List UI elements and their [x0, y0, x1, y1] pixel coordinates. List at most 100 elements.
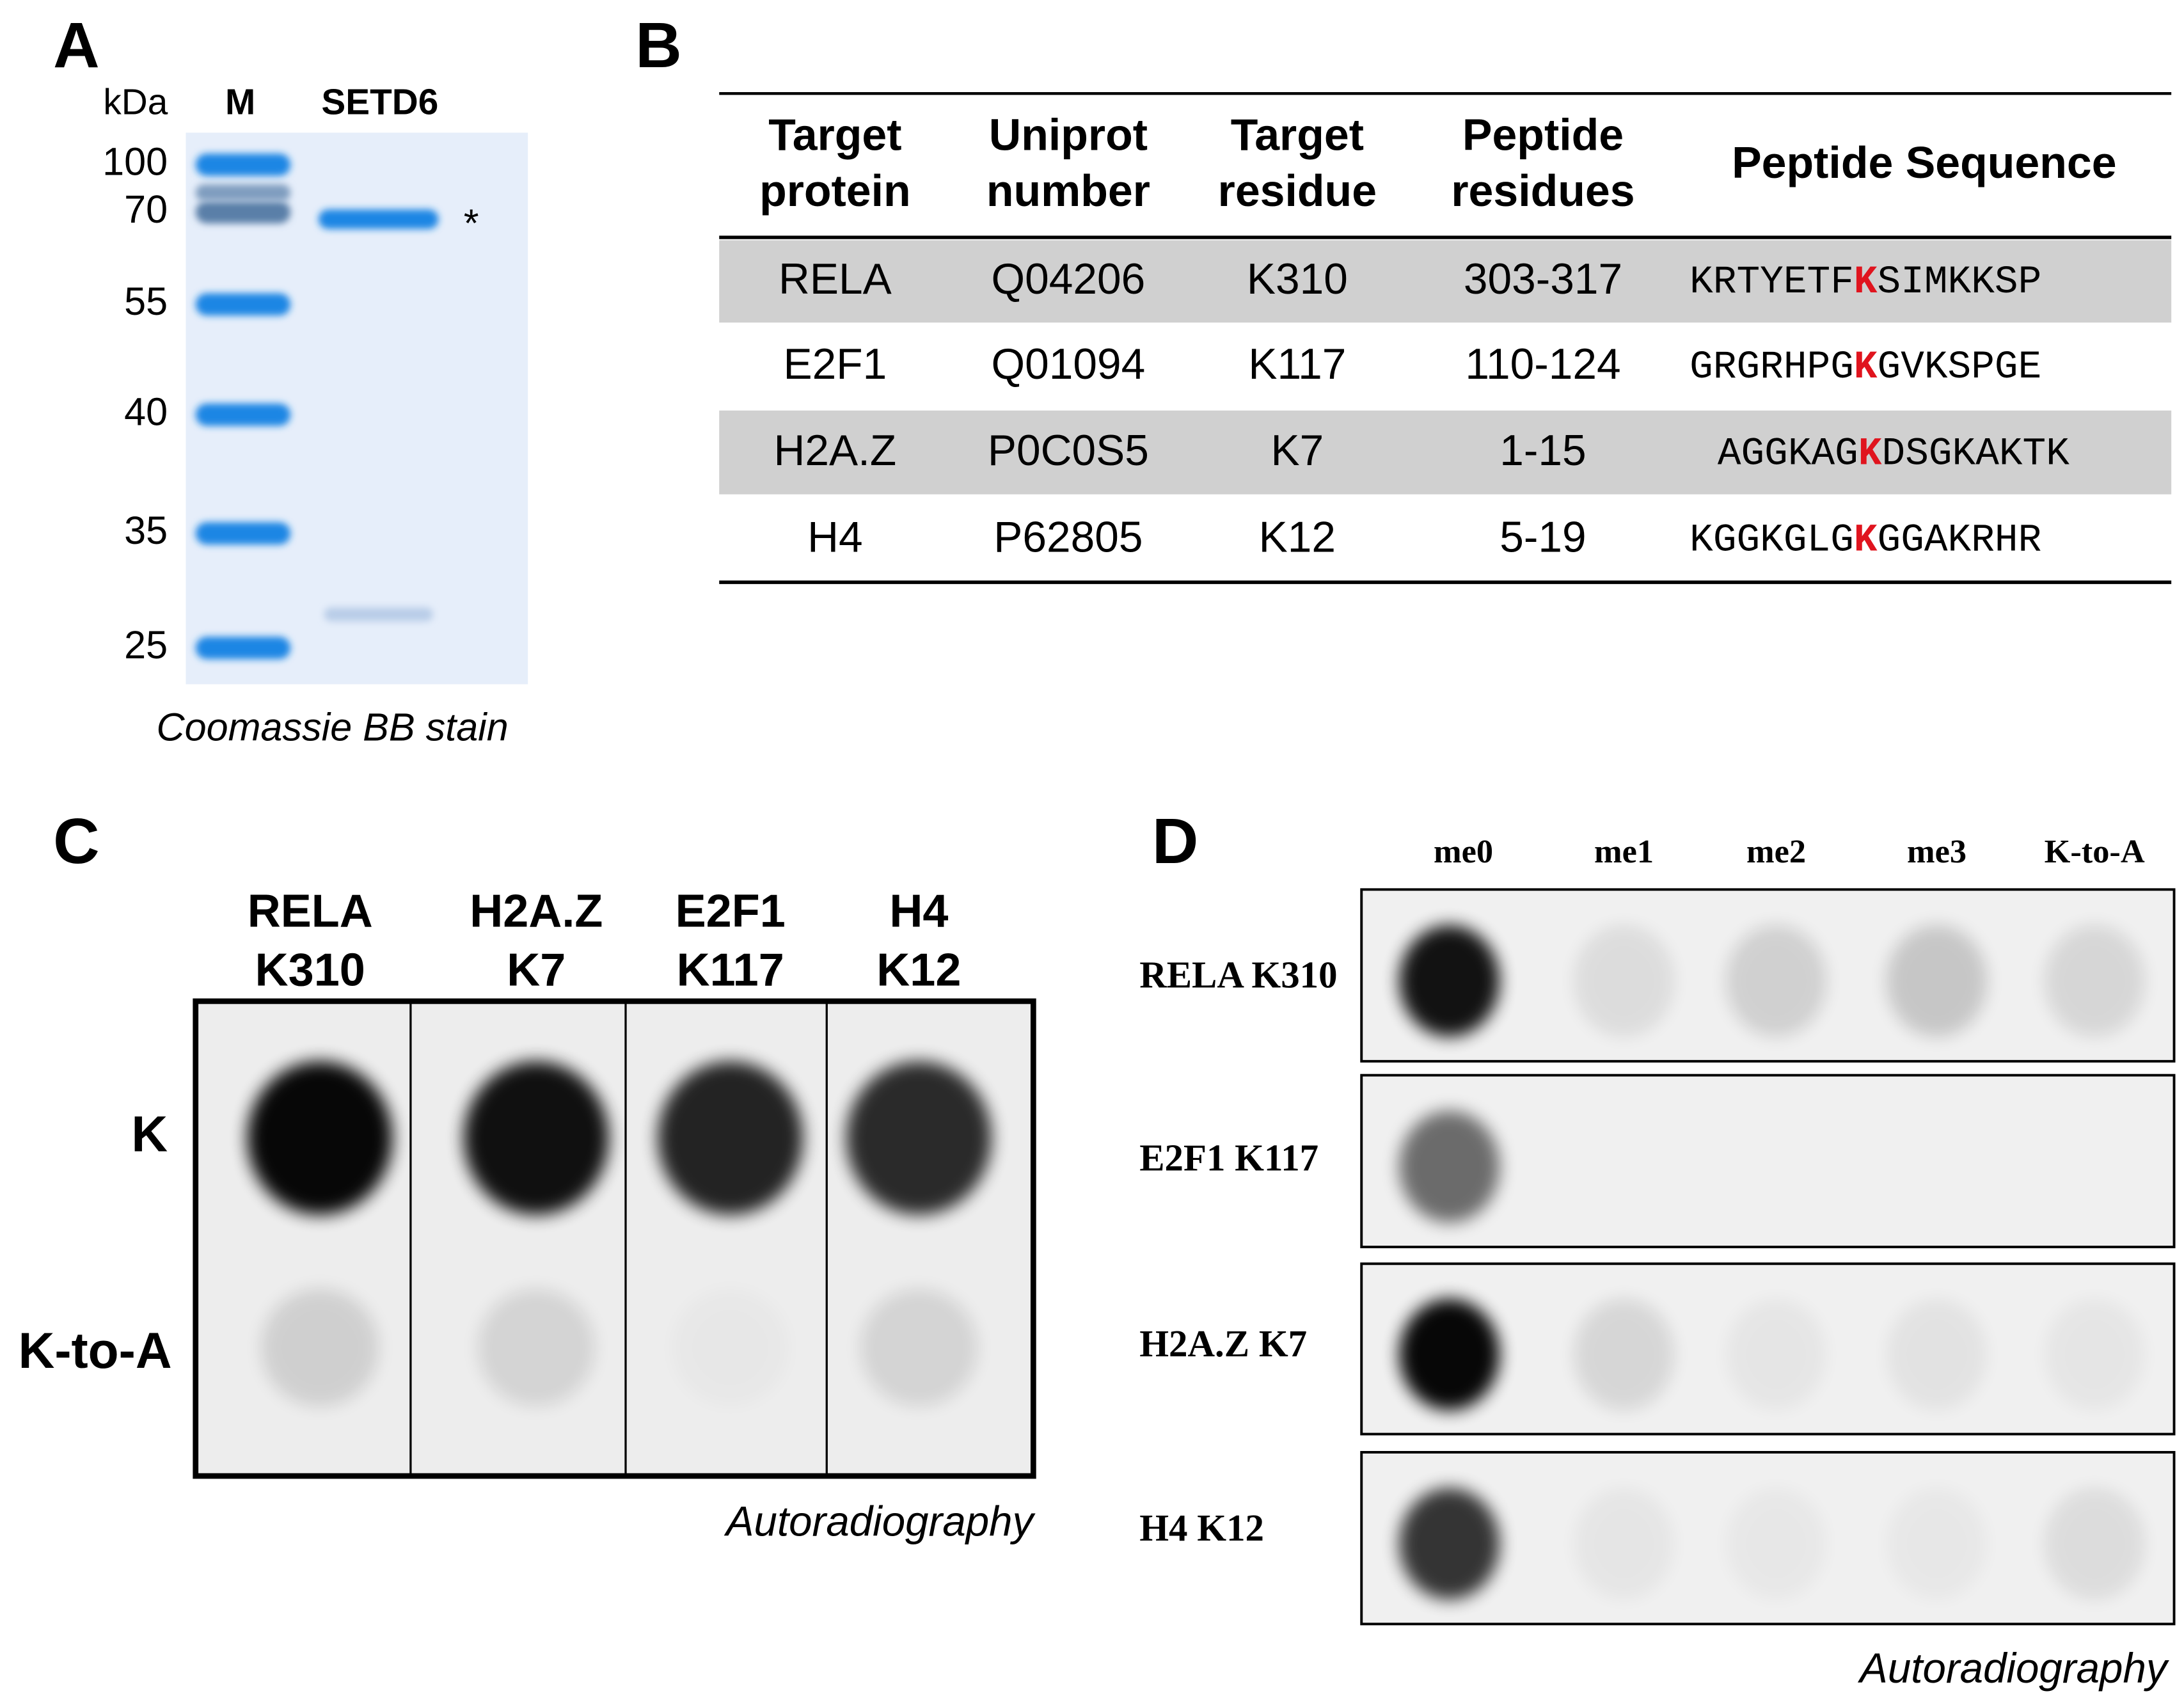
sequence-part: KRTYETF: [1689, 260, 1854, 305]
sequence-part: GVKSPGE: [1878, 345, 2042, 390]
row-label: RELA K310: [1139, 954, 1337, 996]
spot: [2044, 1298, 2145, 1411]
table-cell: 110-124: [1465, 340, 1620, 388]
row-label: H2A.Z K7: [1139, 1322, 1307, 1365]
spot: [1887, 1488, 1987, 1600]
column-header: residue: [1218, 166, 1377, 216]
column-header: me0: [1434, 833, 1493, 870]
spot: [658, 1061, 803, 1215]
table-cell: E2F1: [784, 340, 887, 388]
spot: [1574, 924, 1675, 1037]
column-header: number: [986, 166, 1150, 216]
column-header: K310: [255, 944, 365, 995]
row-label: E2F1 K117: [1139, 1136, 1318, 1178]
row-label: H4 K12: [1139, 1507, 1264, 1549]
marker-band: [195, 403, 291, 426]
sequence-part: GGAKRHR: [1878, 519, 2042, 563]
unit-label: kDa: [103, 83, 168, 123]
table-cell: H4: [807, 514, 863, 562]
column-header: me3: [1907, 833, 1966, 870]
target-lysine: K: [1858, 432, 1882, 476]
column-header: H4: [889, 886, 948, 937]
spot: [1725, 1298, 1827, 1411]
marker-band: [195, 154, 291, 177]
blot-frame: [1360, 1450, 2176, 1626]
column-header: Peptide: [1462, 110, 1624, 160]
column-header: me1: [1594, 833, 1654, 870]
target-lysine: K: [1854, 345, 1878, 390]
table-cell: Q04206: [992, 255, 1146, 303]
faint-band: [324, 607, 433, 622]
spot: [2044, 1487, 2145, 1600]
table-cell: P62805: [993, 514, 1143, 562]
column-header: Target: [768, 110, 901, 160]
table-cell: K117: [1248, 340, 1346, 388]
table-cell: K310: [1247, 255, 1348, 303]
column-header: residues: [1451, 166, 1634, 216]
spot: [1574, 1298, 1675, 1411]
table-cell: 303-317: [1464, 255, 1622, 303]
sequence-part: GRGRHPG: [1689, 345, 1854, 390]
table-cell: P0C0S5: [988, 427, 1149, 475]
marker-label: 100: [102, 140, 168, 184]
spot: [1574, 1487, 1675, 1600]
table-cell: Q01094: [992, 340, 1146, 388]
spot: [1399, 1111, 1500, 1223]
column-header: K-to-A: [2045, 833, 2145, 870]
peptide-sequence: GRGRHPGKGVKSPGE: [1689, 345, 2041, 390]
blot-frame: [1360, 888, 2176, 1063]
marker-band: [195, 201, 291, 224]
column-header: K7: [507, 944, 566, 995]
marker-label: 55: [124, 280, 168, 323]
table-cell: 5-19: [1500, 514, 1586, 562]
column-header: E2F1: [676, 886, 786, 937]
row-shade: [719, 240, 2172, 323]
peptide-sequence: AGGKAGKDSGKAKTK: [1718, 432, 2069, 476]
lane-label: M: [225, 83, 255, 123]
spot: [1399, 1298, 1500, 1411]
spot: [1399, 924, 1500, 1037]
band-marker: *: [464, 202, 479, 245]
spot: [247, 1061, 393, 1215]
table-cell: K12: [1259, 514, 1336, 562]
caption: Autoradiography: [1857, 1645, 2170, 1692]
row-label: K-to-A: [19, 1322, 172, 1379]
spot: [846, 1061, 992, 1215]
column-header: RELA: [248, 886, 373, 937]
blot-frame: [1360, 1262, 2176, 1436]
column-header: me2: [1746, 833, 1806, 870]
spot: [860, 1289, 978, 1406]
table-cell: 1-15: [1500, 427, 1586, 475]
spot: [1399, 1487, 1500, 1600]
marker-label: 40: [124, 390, 168, 433]
column-header: protein: [759, 166, 911, 216]
spot: [1886, 924, 1988, 1037]
column-header: K117: [677, 944, 784, 995]
spot: [477, 1289, 595, 1406]
panel-label: C: [53, 805, 100, 877]
table-cell: K7: [1270, 427, 1324, 475]
marker-label: 35: [124, 509, 168, 552]
lane-label: SETD6: [321, 83, 438, 123]
panel-label: D: [1152, 805, 1199, 877]
marker-band: [195, 637, 291, 660]
sequence-part: KGGKGLG: [1689, 519, 1854, 563]
protein-band: [318, 209, 439, 229]
sequence-part: SIMKKSP: [1878, 260, 2042, 305]
marker-label: 70: [124, 187, 168, 231]
spot: [1725, 924, 1827, 1037]
table-cell: RELA: [779, 255, 892, 303]
spot: [1726, 1488, 1826, 1600]
caption: Autoradiography: [724, 1498, 1036, 1545]
marker-band: [195, 293, 291, 316]
marker-label: 25: [124, 623, 168, 667]
spot: [1886, 1298, 1988, 1411]
target-lysine: K: [1854, 519, 1878, 563]
marker-band: [195, 184, 291, 202]
column-header: K12: [876, 944, 961, 995]
spot: [261, 1289, 379, 1406]
caption: Coomassie BB stain: [157, 706, 509, 749]
sequence-part: AGGKAG: [1718, 432, 1858, 476]
